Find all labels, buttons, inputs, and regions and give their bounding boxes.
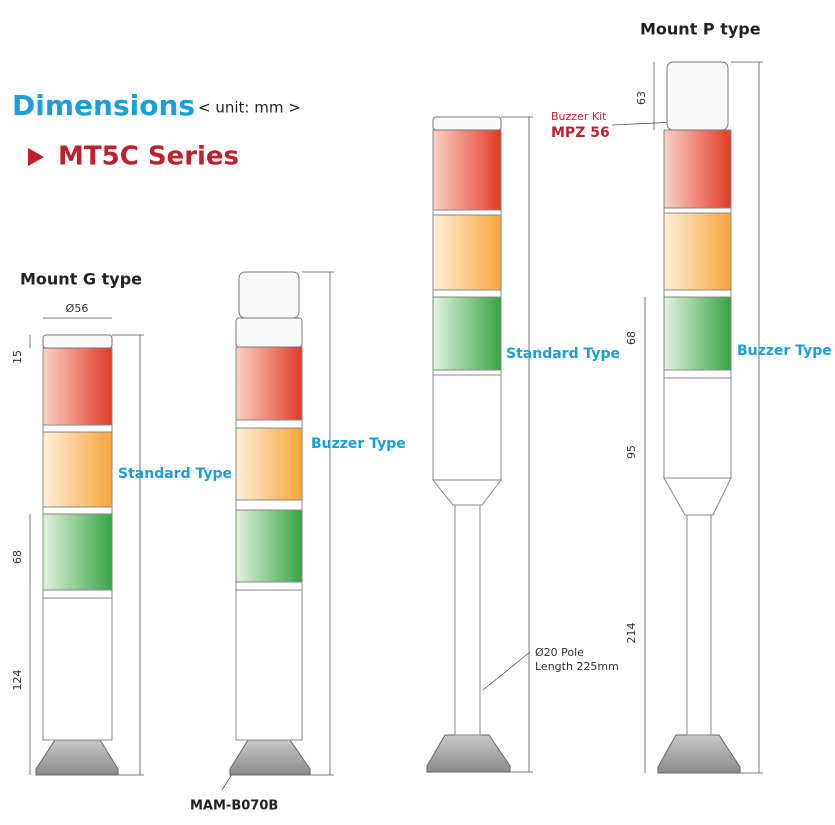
kit-model: MPZ 56 <box>551 125 610 141</box>
cap <box>235 317 303 348</box>
pole-label: Length 225mm <box>535 660 619 673</box>
dim-label: 95 <box>625 445 638 459</box>
lamp <box>432 129 502 211</box>
body <box>432 374 502 481</box>
type-title: Standard Type <box>506 346 620 362</box>
buzzer-head <box>238 271 300 319</box>
body <box>235 589 303 741</box>
divider <box>235 419 303 429</box>
divider <box>42 424 113 433</box>
buzzer-head <box>666 61 729 131</box>
type-title: Buzzer Type <box>737 343 832 359</box>
mount-title: Mount P type <box>640 20 761 39</box>
divider <box>663 289 732 298</box>
lamp <box>663 296 732 371</box>
lamp <box>432 296 502 371</box>
foot <box>657 734 741 774</box>
divider <box>42 506 113 515</box>
kit-label: Buzzer Kit <box>551 110 607 123</box>
unit: < unit: mm > <box>198 99 301 117</box>
dim-label: 68 <box>625 331 638 345</box>
dim-label: 15 <box>11 350 24 364</box>
leader <box>611 121 677 126</box>
divider <box>432 369 502 376</box>
divider <box>432 209 502 216</box>
leader <box>482 651 531 691</box>
foot <box>35 739 119 776</box>
dim-label: 214 <box>625 623 638 644</box>
lamp <box>663 212 732 291</box>
divider <box>663 369 732 379</box>
lamp <box>42 347 113 426</box>
mount-title: Mount G type <box>20 270 142 289</box>
type-title: Buzzer Type <box>311 436 406 452</box>
cap <box>42 334 113 349</box>
divider <box>235 581 303 591</box>
dim-label: 124 <box>11 670 24 691</box>
lamp <box>235 346 303 421</box>
divider <box>663 207 732 214</box>
dim-label: 68 <box>11 550 24 564</box>
dim-label: 63 <box>635 91 648 105</box>
pole <box>454 504 481 736</box>
body <box>663 377 732 479</box>
lamp <box>42 431 113 508</box>
pole-label: Ø20 Pole <box>535 646 584 659</box>
lamp <box>432 214 502 291</box>
foot <box>229 739 311 776</box>
base-model: MAM-B070B <box>190 799 278 814</box>
lamp <box>235 509 303 583</box>
lamp <box>42 513 113 591</box>
arrow-icon <box>28 148 44 166</box>
foot <box>426 734 511 773</box>
divider <box>432 289 502 298</box>
taper <box>663 477 732 516</box>
lamp <box>663 129 732 209</box>
body <box>42 597 113 741</box>
divider <box>42 589 113 599</box>
cap <box>432 116 502 131</box>
lamp <box>235 427 303 501</box>
title: Dimensions <box>12 89 195 122</box>
dim-label: Ø56 <box>66 302 89 315</box>
pole <box>686 514 712 736</box>
type-title: Standard Type <box>118 466 232 482</box>
taper <box>431 479 503 506</box>
divider <box>235 499 303 511</box>
series: MT5C Series <box>58 142 239 172</box>
